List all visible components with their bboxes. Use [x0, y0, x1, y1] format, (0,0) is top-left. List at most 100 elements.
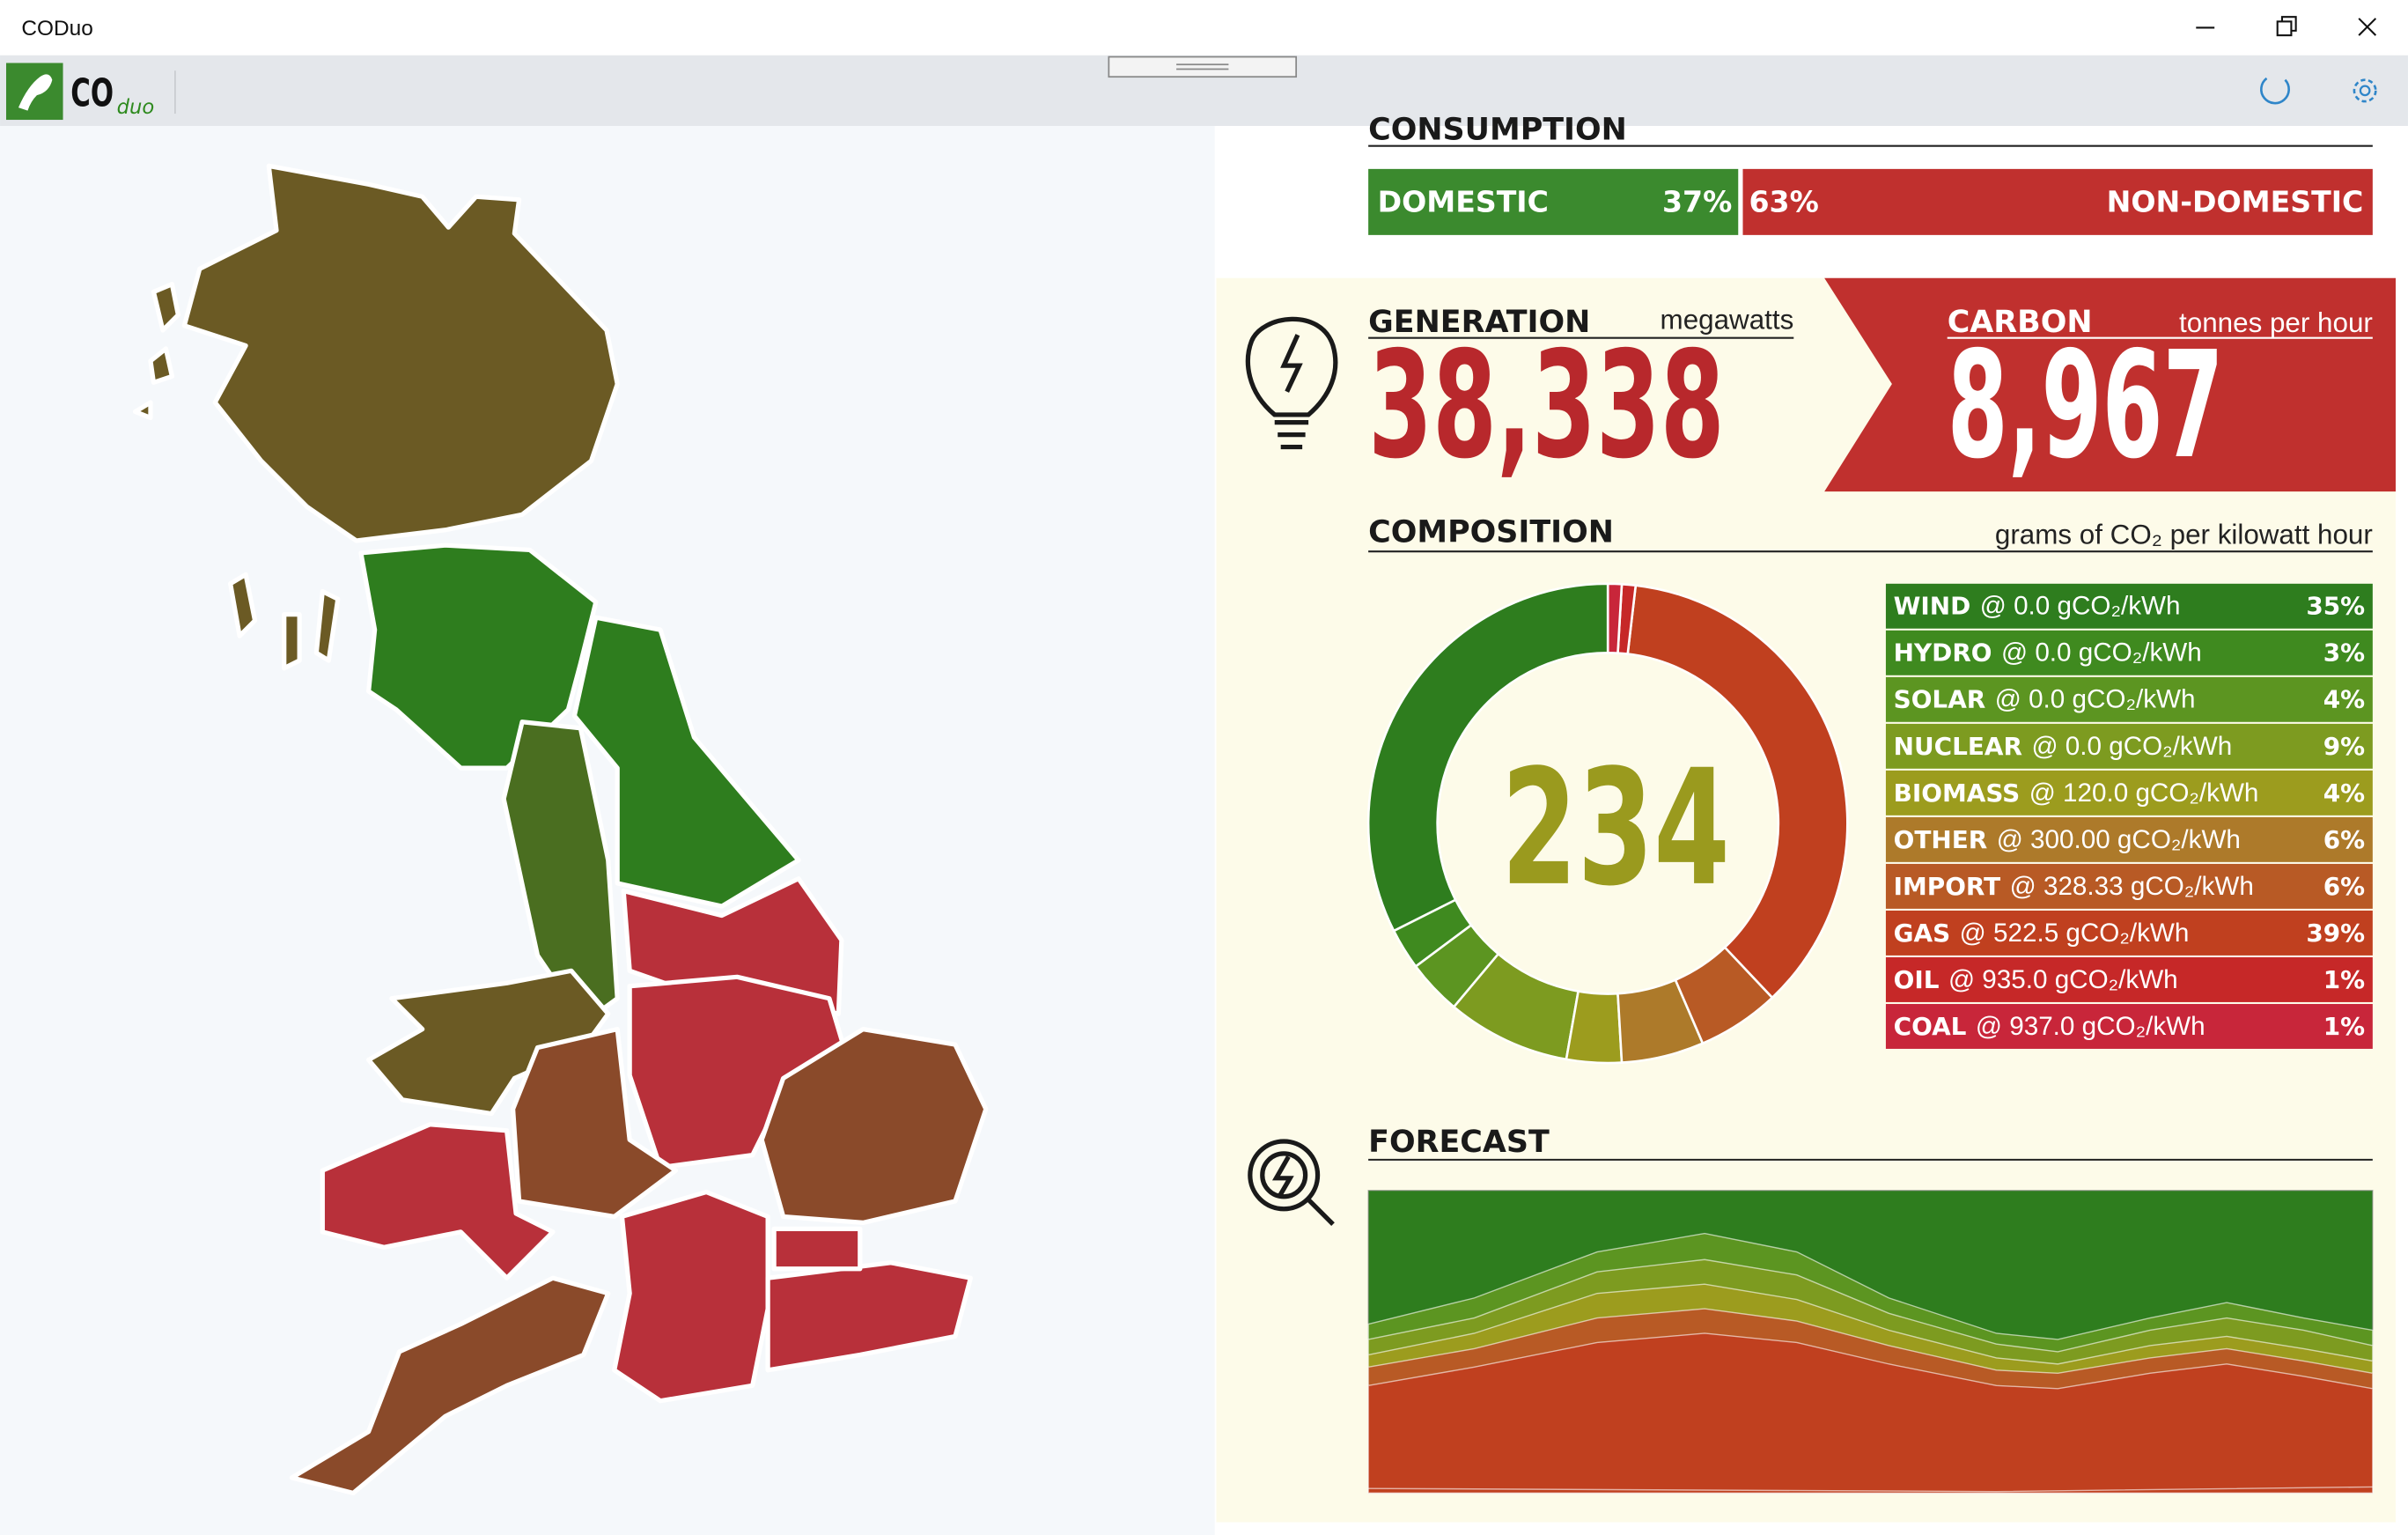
non-domestic-percent: 63%	[1749, 185, 1818, 219]
carbon-value: 8,967	[1948, 321, 2224, 491]
consumption-bar: DOMESTIC 37% 63% NON-DOMESTIC	[1368, 168, 2373, 235]
region-south[interactable]	[612, 1189, 770, 1404]
composition-table: WIND @ 0.0 gCO₂/kWh 35%HYDRO @ 0.0 gCO₂/kWh…	[1885, 583, 2373, 1049]
logo-text: CO	[70, 71, 114, 115]
source-name: OTHER	[1894, 825, 1988, 854]
window-controls	[2196, 16, 2377, 37]
source-percent: 39%	[2306, 919, 2365, 948]
domestic-percent: 37%	[1662, 185, 1732, 219]
generation-value: 38,338	[1368, 321, 1725, 491]
generation-unit: megawatts	[1661, 304, 1794, 335]
source-rate: @ 937.0 gCO₂/kWh	[1976, 1012, 2205, 1041]
source-label: BIOMASS @ 120.0 gCO₂/kWh	[1894, 779, 2259, 808]
composition-donut	[1366, 582, 1849, 1065]
source-name: COAL	[1894, 1012, 1967, 1041]
pane-handle[interactable]	[1108, 55, 1298, 78]
forecast-icon	[1248, 1139, 1335, 1226]
source-name: WIND	[1894, 592, 1971, 621]
source-name: SOLAR	[1894, 685, 1986, 714]
source-row[interactable]	[1885, 676, 2373, 722]
source-rate: @ 0.0 gCO₂/kWh	[2001, 638, 2202, 668]
source-rate: @ 328.33 gCO₂/kWh	[2010, 872, 2254, 901]
uk-map	[132, 163, 989, 1495]
source-percent: 6%	[2323, 872, 2365, 901]
region-north-wales[interactable]	[366, 968, 611, 1117]
non-domestic-bar[interactable]	[1742, 168, 2373, 235]
source-row[interactable]	[1885, 1004, 2373, 1049]
domestic-label: DOMESTIC	[1378, 185, 1549, 219]
source-row[interactable]	[1885, 770, 2373, 815]
carbon-ribbon	[1824, 277, 2397, 492]
region-north-east[interactable]	[571, 615, 801, 909]
restore-button[interactable]	[2276, 16, 2297, 37]
source-rate: @ 0.0 gCO₂/kWh	[1995, 685, 2196, 714]
composition-unit: grams of CO₂ per kilowatt hour	[1995, 519, 2373, 550]
source-percent: 6%	[2323, 825, 2365, 854]
region-south-west[interactable]	[289, 1275, 611, 1495]
region-islands[interactable]	[132, 282, 341, 671]
carbon-unit: tonnes per hour	[2179, 307, 2373, 338]
refresh-button[interactable]	[2260, 77, 2290, 105]
source-row[interactable]	[1885, 583, 2373, 629]
donut-segment[interactable]	[1626, 584, 1849, 1000]
source-rate: @ 522.5 gCO₂/kWh	[1960, 919, 2190, 948]
source-percent: 1%	[2323, 965, 2365, 994]
source-percent: 4%	[2323, 779, 2365, 808]
non-domestic-label: NON-DOMESTIC	[2107, 185, 2364, 219]
source-percent: 4%	[2323, 685, 2365, 714]
region-north-scotland[interactable]	[181, 163, 620, 543]
source-label: OTHER @ 300.00 gCO₂/kWh	[1894, 825, 2241, 854]
logo-foot	[18, 74, 53, 111]
settings-button[interactable]	[2353, 78, 2377, 103]
forecast-chart	[1367, 1190, 2374, 1494]
source-percent: 3%	[2323, 638, 2365, 668]
logo-subtext: duo	[117, 96, 155, 119]
forecast-band-line	[1368, 1486, 2373, 1493]
source-label: WIND @ 0.0 gCO₂/kWh	[1894, 592, 2181, 621]
source-percent: 35%	[2306, 592, 2365, 621]
source-label: NUCLEAR @ 0.0 gCO₂/kWh	[1894, 732, 2233, 761]
source-label: HYDRO @ 0.0 gCO₂/kWh	[1894, 638, 2202, 668]
source-percent: 1%	[2323, 1012, 2365, 1041]
carbon-title: CARBON	[1948, 305, 2093, 340]
consumption-title: CONSUMPTION	[1368, 113, 1627, 148]
forecast-title: FORECAST	[1368, 1125, 1550, 1160]
donut-segment[interactable]	[1606, 582, 1624, 655]
source-row[interactable]	[1885, 816, 2373, 862]
source-name: OIL	[1894, 965, 1940, 994]
region-south-scotland[interactable]	[358, 542, 599, 771]
composition-title: COMPOSITION	[1368, 515, 1614, 550]
source-rate: @ 0.0 gCO₂/kWh	[1980, 592, 2181, 621]
source-rate: @ 935.0 gCO₂/kWh	[1948, 965, 2178, 994]
intensity-value: 234	[1501, 735, 1730, 921]
title-bar	[0, 0, 2408, 55]
region-south-east[interactable]	[765, 1260, 973, 1373]
window-title: CODuo	[21, 17, 92, 41]
generation-title: GENERATION	[1368, 305, 1590, 340]
region-london[interactable]	[771, 1226, 863, 1272]
source-rate: @ 120.0 gCO₂/kWh	[2029, 779, 2259, 808]
region-east-england[interactable]	[759, 1027, 989, 1226]
source-name: GAS	[1894, 919, 1951, 948]
bulb-icon	[1245, 316, 1338, 450]
source-percent: 9%	[2323, 732, 2365, 761]
source-label: IMPORT @ 328.33 gCO₂/kWh	[1894, 872, 2254, 901]
region-west-midlands[interactable]	[510, 1027, 679, 1220]
source-name: NUCLEAR	[1894, 732, 2022, 761]
close-button[interactable]	[2358, 18, 2377, 36]
source-row[interactable]	[1885, 723, 2373, 769]
source-row[interactable]	[1885, 630, 2373, 675]
source-label: COAL @ 937.0 gCO₂/kWh	[1894, 1012, 2205, 1041]
source-rate: @ 0.0 gCO₂/kWh	[2031, 732, 2232, 761]
domestic-bar[interactable]	[1368, 168, 1739, 235]
forecast-band-gas	[1367, 1332, 2374, 1494]
source-label: OIL @ 935.0 gCO₂/kWh	[1894, 965, 2178, 994]
donut-segment[interactable]	[1366, 582, 1609, 933]
source-row[interactable]	[1885, 956, 2373, 1002]
region-south-wales[interactable]	[320, 1122, 556, 1280]
source-row[interactable]	[1885, 863, 2373, 909]
source-row[interactable]	[1885, 910, 2373, 956]
source-name: HYDRO	[1894, 638, 1992, 668]
